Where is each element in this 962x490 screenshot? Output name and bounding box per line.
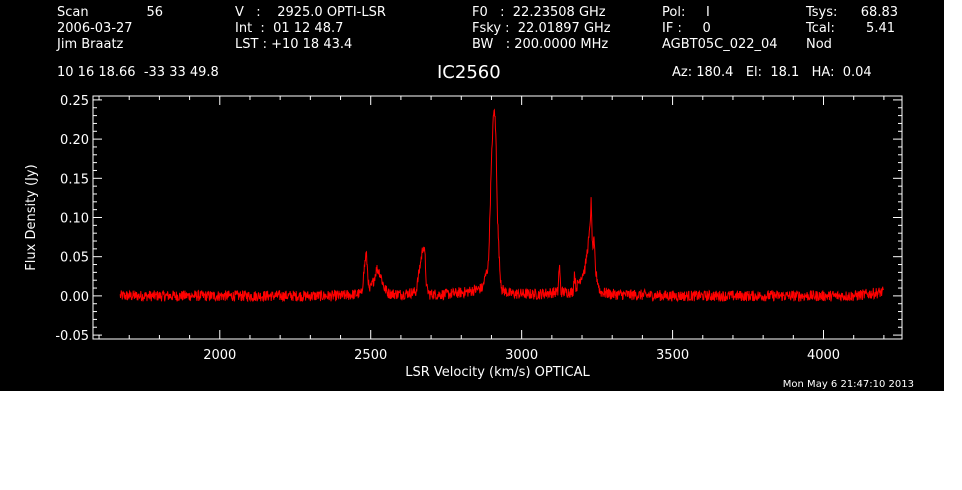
spectrum-chart: 2000 2500 3000 3500 4000 -0.05 0.00 0.05 0.10 0.1…	[24, 94, 903, 380]
y-tick-label: 0.05	[60, 251, 89, 266]
x-tick-label: 4000	[807, 348, 840, 363]
spectrum-trace	[119, 108, 885, 303]
integration-line: Int : 01 12 48.7	[235, 21, 344, 36]
velocity-line: V : 2925.0 OPTI-LSR	[235, 5, 386, 20]
y-tick-label: 0.00	[60, 290, 89, 305]
y-tick-label: 0.20	[60, 133, 89, 148]
tsys-label: Tsys:	[806, 5, 838, 20]
bandwidth-line: BW : 200.0000 MHz	[472, 37, 609, 52]
x-axis-label: LSR Velocity (km/s) OPTICAL	[405, 365, 590, 380]
scan-value: 56	[146, 5, 163, 20]
x-tick-label: 3500	[656, 348, 689, 363]
y-tick-label: 0.10	[60, 212, 89, 227]
x-tick-label: 2500	[354, 348, 387, 363]
obs-mode: Nod	[806, 37, 832, 52]
polarization-line: Pol: I	[662, 5, 710, 20]
tcal-label: Tcal:	[806, 21, 835, 36]
y-tick-label: 0.25	[60, 94, 89, 109]
sky-freq-line: Fsky : 22.01897 GHz	[472, 21, 611, 36]
timestamp: Mon May 6 21:47:10 2013	[782, 379, 914, 390]
y-axis-label: Flux Density (Jy)	[24, 164, 39, 270]
observer-name: Jim Braatz	[57, 37, 124, 52]
x-tick-label: 2000	[203, 348, 236, 363]
y-tick-label: 0.15	[60, 172, 89, 187]
plot-panel	[0, 0, 944, 391]
x-tick-label: 3000	[505, 348, 538, 363]
rest-freq-line: F0 : 22.23508 GHz	[472, 5, 606, 20]
source-name: IC2560	[437, 62, 501, 83]
lst-line: LST : +10 18 43.4	[235, 37, 353, 52]
pointing-info: Az: 180.4 El: 18.1 HA: 0.04	[672, 65, 872, 80]
obs-date: 2006-03-27	[57, 21, 133, 36]
if-line: IF : 0	[662, 21, 711, 36]
scan-label: Scan	[57, 5, 89, 20]
y-tick-label: -0.05	[55, 329, 89, 344]
project-id: AGBT05C_022_04	[662, 37, 778, 52]
tcal-value: 5.41	[866, 21, 895, 36]
source-coordinates: 10 16 18.66 -33 33 49.8	[57, 65, 219, 80]
tsys-value: 68.83	[860, 5, 898, 20]
